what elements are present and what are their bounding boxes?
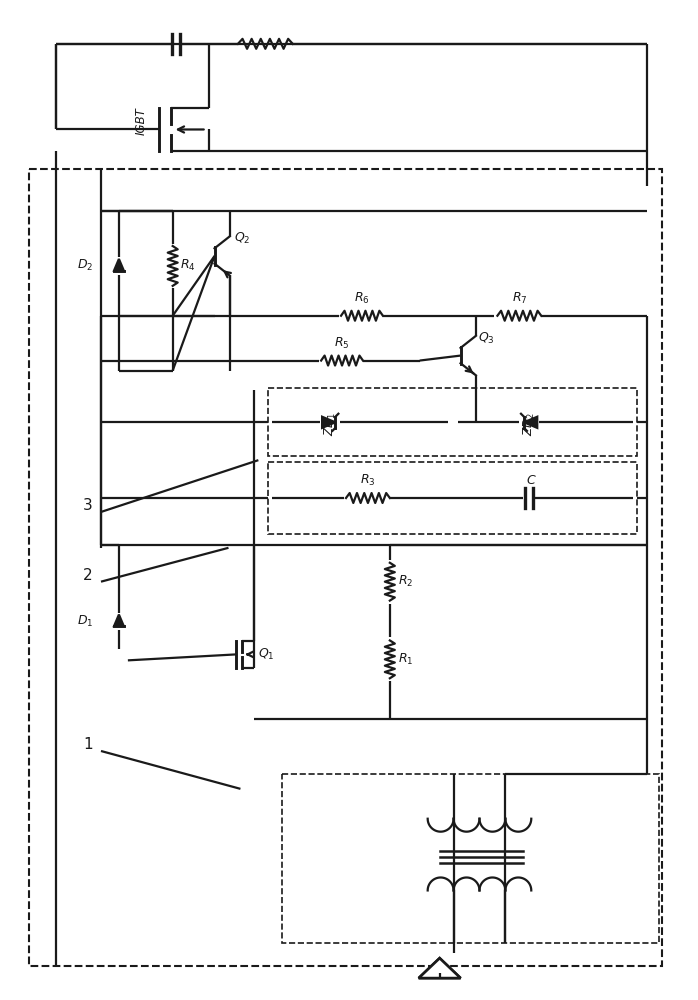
- Bar: [268, 462, 637, 534]
- Text: $R_5$: $R_5$: [334, 336, 350, 351]
- Polygon shape: [322, 417, 335, 428]
- Bar: [29, 169, 662, 966]
- Text: 3: 3: [83, 498, 93, 513]
- Text: $Q_2$: $Q_2$: [235, 231, 251, 246]
- Polygon shape: [114, 259, 124, 271]
- Text: $R_1$: $R_1$: [398, 652, 413, 667]
- Polygon shape: [419, 958, 461, 978]
- Polygon shape: [524, 417, 537, 428]
- Bar: [282, 774, 659, 943]
- Text: $R_4$: $R_4$: [179, 258, 195, 273]
- Text: $ZD_2$: $ZD_2$: [521, 412, 537, 436]
- Text: $R_3$: $R_3$: [360, 473, 376, 488]
- Bar: [268, 388, 637, 456]
- Text: $R_2$: $R_2$: [398, 574, 413, 589]
- Text: IGBT: IGBT: [134, 108, 147, 135]
- Text: $Q_3$: $Q_3$: [478, 330, 495, 346]
- Text: $Q_1$: $Q_1$: [258, 647, 274, 662]
- Text: $R_6$: $R_6$: [354, 291, 370, 306]
- Text: $D_2$: $D_2$: [77, 258, 93, 273]
- Text: $C$: $C$: [526, 474, 537, 487]
- Text: 1: 1: [83, 737, 93, 752]
- Text: $ZD_1$: $ZD_1$: [322, 412, 338, 436]
- Text: $D_1$: $D_1$: [77, 614, 93, 629]
- Polygon shape: [114, 615, 124, 626]
- Text: 2: 2: [83, 568, 93, 583]
- Text: $R_7$: $R_7$: [512, 291, 527, 306]
